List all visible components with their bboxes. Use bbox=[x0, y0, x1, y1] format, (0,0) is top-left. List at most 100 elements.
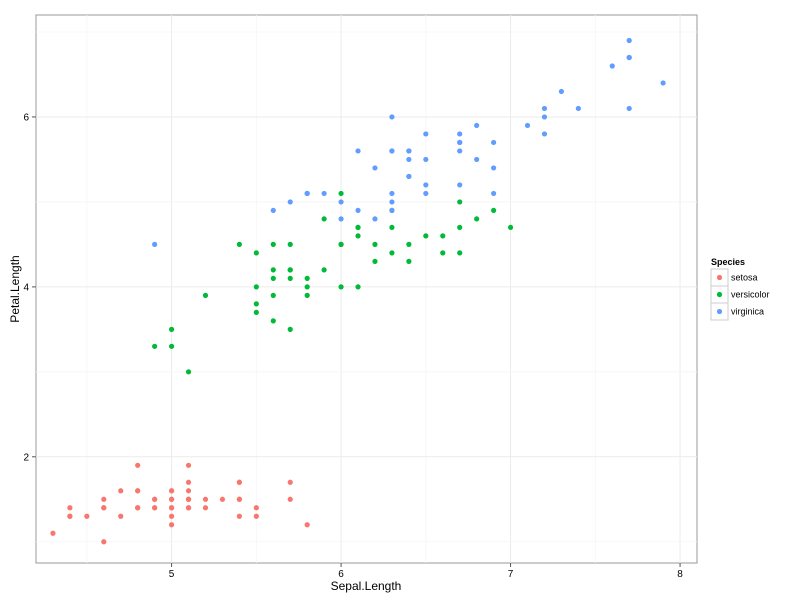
point-virginica bbox=[541, 105, 548, 112]
point-setosa bbox=[185, 505, 192, 511]
point-setosa bbox=[135, 462, 141, 468]
point-versicolor bbox=[253, 284, 259, 290]
point-setosa bbox=[118, 488, 124, 494]
point-virginica bbox=[491, 139, 497, 146]
point-virginica bbox=[660, 80, 666, 86]
point-setosa bbox=[202, 496, 209, 502]
point-virginica bbox=[474, 156, 480, 163]
point-versicolor bbox=[270, 267, 276, 273]
point-versicolor bbox=[253, 301, 259, 307]
point-virginica bbox=[423, 131, 429, 137]
point-virginica bbox=[389, 207, 395, 214]
point-versicolor bbox=[270, 318, 276, 324]
point-versicolor bbox=[270, 241, 276, 247]
point-virginica bbox=[609, 63, 615, 69]
point-versicolor bbox=[474, 216, 480, 222]
point-setosa bbox=[84, 513, 90, 519]
point-setosa bbox=[168, 488, 175, 494]
point-virginica bbox=[321, 190, 327, 197]
point-virginica bbox=[491, 165, 497, 171]
point-setosa bbox=[168, 496, 175, 502]
point-setosa bbox=[67, 505, 73, 511]
point-setosa bbox=[236, 479, 242, 485]
point-virginica bbox=[575, 105, 581, 112]
point-versicolor bbox=[372, 241, 378, 247]
legend: Species setosa versicolor virginica bbox=[710, 257, 770, 321]
point-versicolor bbox=[491, 207, 497, 214]
point-virginica bbox=[541, 114, 548, 120]
point-setosa bbox=[236, 496, 242, 502]
x-axis-title: Sepal.Length bbox=[331, 579, 402, 593]
x-tick-label: 5 bbox=[169, 569, 175, 580]
point-versicolor bbox=[202, 292, 209, 298]
point-virginica bbox=[558, 88, 565, 95]
point-setosa bbox=[287, 479, 293, 485]
point-versicolor bbox=[270, 292, 276, 298]
point-versicolor bbox=[236, 241, 242, 247]
point-virginica bbox=[389, 199, 395, 205]
point-versicolor bbox=[270, 275, 276, 281]
point-versicolor bbox=[338, 190, 344, 197]
point-setosa bbox=[185, 488, 192, 494]
point-versicolor bbox=[287, 275, 293, 281]
point-virginica bbox=[626, 105, 632, 112]
legend-marker-setosa bbox=[716, 274, 723, 281]
legend-title: Species bbox=[711, 257, 745, 267]
point-virginica bbox=[406, 156, 412, 163]
point-setosa bbox=[168, 505, 175, 511]
y-tick-label: 6 bbox=[23, 112, 29, 123]
legend-marker-versicolor bbox=[716, 291, 723, 298]
point-virginica bbox=[270, 207, 276, 214]
point-setosa bbox=[236, 513, 242, 519]
point-versicolor bbox=[185, 369, 192, 375]
point-virginica bbox=[355, 148, 361, 154]
point-versicolor bbox=[304, 275, 310, 281]
point-virginica bbox=[423, 190, 429, 197]
point-versicolor bbox=[406, 258, 412, 264]
point-virginica bbox=[491, 190, 497, 197]
point-setosa bbox=[185, 496, 192, 502]
point-versicolor bbox=[287, 241, 293, 247]
point-setosa bbox=[118, 513, 124, 519]
point-setosa bbox=[287, 496, 293, 502]
point-setosa bbox=[101, 539, 107, 545]
point-setosa bbox=[253, 505, 259, 511]
point-versicolor bbox=[423, 233, 429, 239]
point-setosa bbox=[185, 462, 192, 468]
point-virginica bbox=[389, 114, 395, 120]
point-versicolor bbox=[338, 284, 344, 290]
point-setosa bbox=[135, 488, 141, 494]
point-setosa bbox=[202, 505, 209, 511]
legend-label-versicolor: versicolor bbox=[731, 290, 770, 300]
legend-label-setosa: setosa bbox=[731, 273, 758, 283]
point-setosa bbox=[304, 522, 310, 528]
point-versicolor bbox=[304, 292, 310, 298]
point-virginica bbox=[389, 148, 395, 154]
point-setosa bbox=[168, 513, 175, 519]
plot-panel bbox=[35, 14, 698, 564]
point-setosa bbox=[152, 505, 158, 511]
grid-lines bbox=[36, 15, 697, 563]
y-tick-label: 4 bbox=[23, 282, 29, 293]
point-setosa bbox=[101, 505, 107, 511]
x-tick-label: 7 bbox=[508, 569, 514, 580]
point-versicolor bbox=[287, 267, 293, 273]
point-setosa bbox=[67, 513, 73, 519]
point-versicolor bbox=[440, 233, 446, 239]
point-versicolor bbox=[321, 267, 327, 273]
point-versicolor bbox=[457, 250, 463, 256]
point-virginica bbox=[152, 241, 158, 247]
point-virginica bbox=[304, 190, 310, 197]
point-versicolor bbox=[355, 224, 361, 231]
point-virginica bbox=[524, 122, 531, 129]
point-versicolor bbox=[406, 241, 412, 247]
point-versicolor bbox=[372, 258, 378, 264]
point-virginica bbox=[457, 139, 463, 146]
y-tick-label: 2 bbox=[23, 452, 29, 463]
point-versicolor bbox=[321, 216, 327, 222]
point-setosa bbox=[253, 513, 259, 519]
point-versicolor bbox=[507, 224, 514, 231]
point-virginica bbox=[406, 148, 412, 154]
point-virginica bbox=[423, 182, 429, 188]
point-versicolor bbox=[355, 233, 361, 239]
